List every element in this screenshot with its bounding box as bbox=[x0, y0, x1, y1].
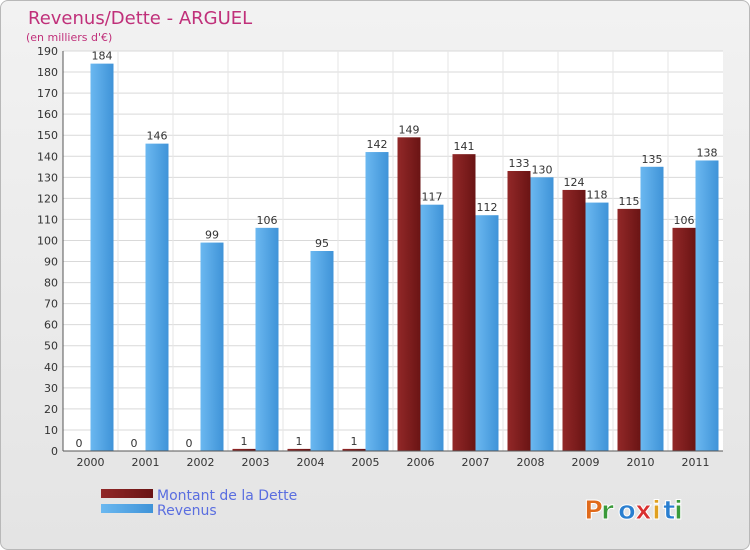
value-label-revenus: 142 bbox=[367, 138, 388, 151]
value-label-revenus: 117 bbox=[422, 191, 443, 204]
chart-title: Revenus/Dette - ARGUEL bbox=[28, 8, 252, 29]
value-label-dette: 0 bbox=[186, 437, 193, 450]
bar-revenus-2006 bbox=[420, 204, 444, 451]
bar-dette-2004 bbox=[287, 448, 311, 451]
value-label-dette: 124 bbox=[564, 176, 585, 189]
proxiti-logo: Pr o x i ti bbox=[584, 496, 684, 527]
labels-layer: 0 184 0 146 0 99 1 106 1 95 1 142 149 117 141 112 133 130… bbox=[76, 50, 718, 450]
value-label-revenus: 135 bbox=[642, 153, 663, 166]
y-tick-label: 40 bbox=[44, 361, 58, 374]
value-label-revenus: 99 bbox=[205, 229, 219, 242]
x-tick-label: 2000 bbox=[77, 456, 105, 469]
bar-revenus-2007 bbox=[475, 215, 499, 451]
bar-dette-2003 bbox=[232, 448, 256, 451]
x-tick-label: 2008 bbox=[517, 456, 545, 469]
y-tick-label: 180 bbox=[37, 66, 58, 79]
value-label-dette: 141 bbox=[454, 140, 475, 153]
bar-revenus-2002 bbox=[200, 242, 224, 451]
bar-dette-2007 bbox=[452, 154, 476, 451]
bar-dette-2008 bbox=[507, 171, 531, 451]
logo-letter: P bbox=[584, 496, 603, 526]
logo-letter: o bbox=[618, 496, 636, 526]
bar-revenus-2010 bbox=[640, 166, 664, 451]
value-label-revenus: 106 bbox=[257, 214, 278, 227]
x-tick-label: 2006 bbox=[407, 456, 435, 469]
value-label-revenus: 146 bbox=[147, 130, 168, 143]
bar-revenus-2004 bbox=[310, 251, 334, 451]
x-tick-label: 2001 bbox=[132, 456, 160, 469]
y-tick-label: 60 bbox=[44, 319, 58, 332]
value-label-dette: 1 bbox=[296, 435, 303, 448]
bar-dette-2009 bbox=[562, 189, 586, 451]
value-label-dette: 106 bbox=[674, 214, 695, 227]
legend-swatch-revenus bbox=[101, 504, 153, 513]
y-tick-label: 70 bbox=[44, 298, 58, 311]
value-label-revenus: 184 bbox=[92, 50, 113, 63]
y-tick-label: 170 bbox=[37, 87, 58, 100]
bar-revenus-2009 bbox=[585, 202, 609, 451]
y-tick-label: 90 bbox=[44, 256, 58, 269]
logo-letter: x bbox=[635, 496, 652, 526]
x-tick-label: 2011 bbox=[682, 456, 710, 469]
bar-revenus-2000 bbox=[90, 63, 114, 451]
value-label-dette: 0 bbox=[131, 437, 138, 450]
value-label-revenus: 138 bbox=[697, 146, 718, 159]
y-tick-label: 120 bbox=[37, 192, 58, 205]
x-tick-label: 2009 bbox=[572, 456, 600, 469]
value-label-dette: 1 bbox=[351, 435, 358, 448]
y-tick-label: 140 bbox=[37, 150, 58, 163]
x-tick-label: 2002 bbox=[187, 456, 215, 469]
legend-swatch-dette bbox=[101, 489, 153, 498]
bar-dette-2006 bbox=[397, 137, 421, 451]
y-tick-label: 80 bbox=[44, 277, 58, 290]
x-tick-label: 2005 bbox=[352, 456, 380, 469]
y-tick-label: 110 bbox=[37, 213, 58, 226]
bar-dette-2010 bbox=[617, 208, 641, 451]
logo-letter: i bbox=[674, 496, 683, 526]
logo-letter: r bbox=[601, 496, 614, 526]
bar-revenus-2003 bbox=[255, 227, 279, 451]
legend-label-dette: Montant de la Dette bbox=[157, 488, 297, 504]
y-tick-label: 50 bbox=[44, 340, 58, 353]
value-label-dette: 133 bbox=[509, 157, 530, 170]
legend-label-revenus: Revenus bbox=[157, 503, 217, 519]
grid-layer bbox=[63, 50, 723, 452]
y-tick-label: 100 bbox=[37, 234, 58, 247]
x-tick-label: 2010 bbox=[627, 456, 655, 469]
bar-revenus-2008 bbox=[530, 177, 554, 451]
bar-dette-2011 bbox=[672, 227, 696, 451]
x-tick-label: 2007 bbox=[462, 456, 490, 469]
bars-layer bbox=[90, 63, 719, 452]
logo-letter: i bbox=[652, 496, 661, 526]
legend: Montant de la Dette Revenus bbox=[101, 488, 297, 519]
bar-dette-2005 bbox=[342, 448, 366, 451]
logo-letter: t bbox=[663, 496, 675, 526]
y-tick-label: 20 bbox=[44, 403, 58, 416]
chart-subtitle: (en milliers d'€) bbox=[26, 31, 112, 44]
value-label-dette: 149 bbox=[399, 123, 420, 136]
axis-layer: 0102030405060708090100110120130140150160… bbox=[37, 45, 723, 469]
bar-revenus-2011 bbox=[695, 160, 719, 451]
y-tick-label: 190 bbox=[37, 45, 58, 58]
y-tick-label: 0 bbox=[51, 445, 58, 458]
x-tick-label: 2004 bbox=[297, 456, 325, 469]
y-tick-label: 160 bbox=[37, 108, 58, 121]
y-tick-label: 10 bbox=[44, 424, 58, 437]
value-label-dette: 1 bbox=[241, 435, 248, 448]
y-tick-label: 150 bbox=[37, 129, 58, 142]
y-tick-label: 130 bbox=[37, 171, 58, 184]
x-tick-label: 2003 bbox=[242, 456, 270, 469]
value-label-revenus: 130 bbox=[532, 163, 553, 176]
value-label-revenus: 95 bbox=[315, 237, 329, 250]
value-label-dette: 115 bbox=[619, 195, 640, 208]
y-tick-label: 30 bbox=[44, 382, 58, 395]
value-label-revenus: 118 bbox=[587, 189, 608, 202]
value-label-revenus: 112 bbox=[477, 201, 498, 214]
value-label-dette: 0 bbox=[76, 437, 83, 450]
bar-revenus-2001 bbox=[145, 143, 169, 451]
bar-revenus-2005 bbox=[365, 152, 389, 452]
